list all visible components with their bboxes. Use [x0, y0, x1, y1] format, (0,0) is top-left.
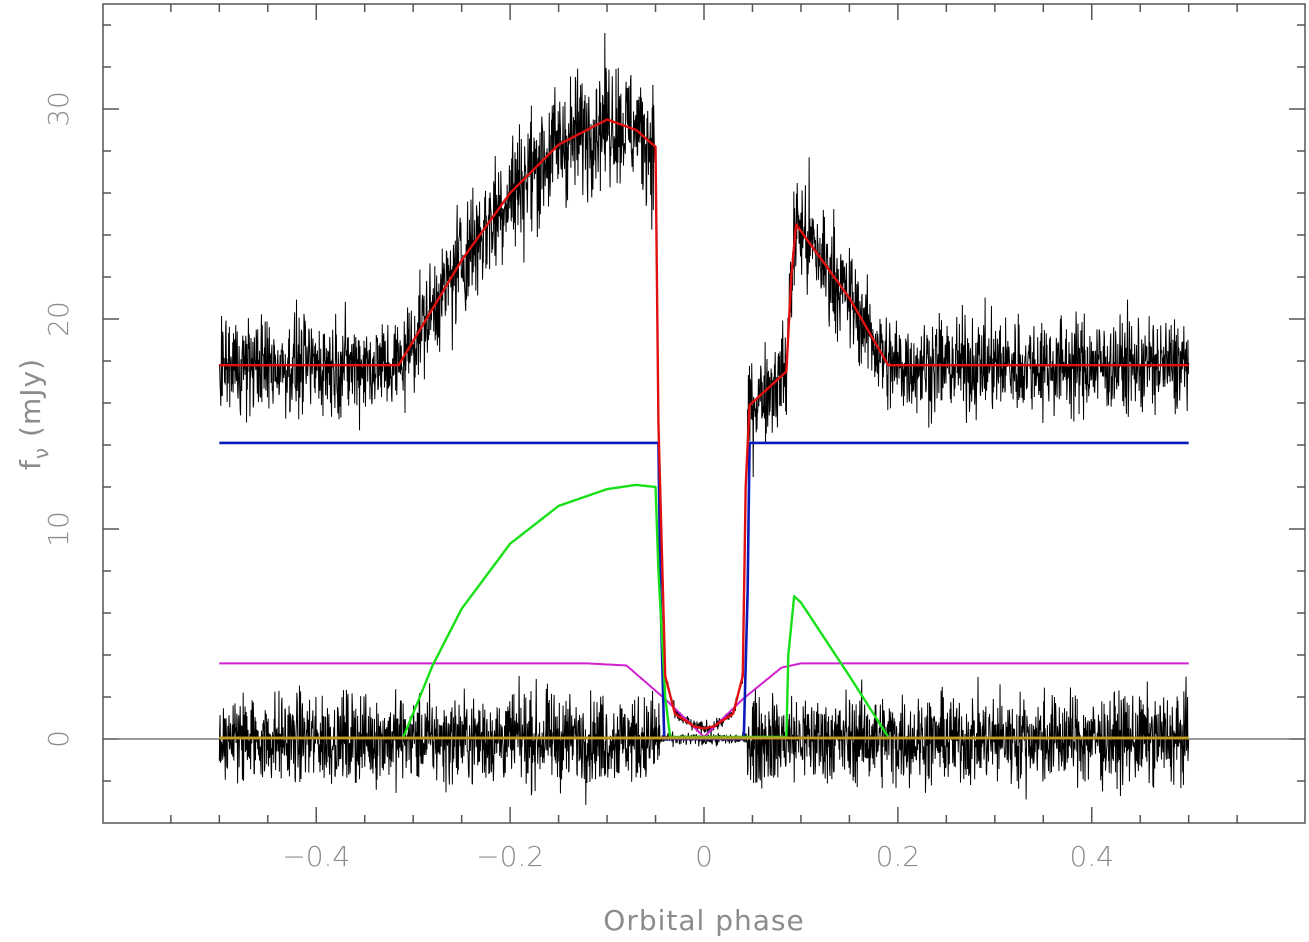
y-axis-title-unit: (mJy) [14, 358, 47, 437]
blue-component-series [218, 441, 1190, 741]
y-tick-label: 20 [42, 301, 75, 337]
x-tick-label: 0 [695, 840, 713, 873]
green-component-series [402, 483, 890, 739]
residuals-series [218, 675, 1190, 805]
y-tick-label: 10 [42, 511, 75, 547]
y-axis-title: fν (mJy) [14, 358, 53, 470]
x-tick-label: 0.4 [1069, 840, 1114, 873]
observed-series [218, 32, 1190, 734]
y-tick-label: 0 [42, 730, 75, 748]
axis-tick-labels: 0 10 20 30 −0.4 −0.2 0 0.2 0.4 [42, 91, 1114, 873]
x-tick-label: −0.2 [476, 840, 544, 873]
x-axis-title: Orbital phase [603, 904, 804, 937]
y-axis-title-main: f [14, 459, 47, 470]
x-tick-label: −0.4 [282, 840, 350, 873]
axis-ticks [103, 4, 1305, 823]
plot-area [103, 32, 1305, 805]
y-axis-title-sub: ν [29, 447, 53, 459]
x-tick-label: 0.2 [876, 840, 921, 873]
y-tick-label: 30 [42, 91, 75, 127]
model-fit-series [219, 118, 1189, 730]
